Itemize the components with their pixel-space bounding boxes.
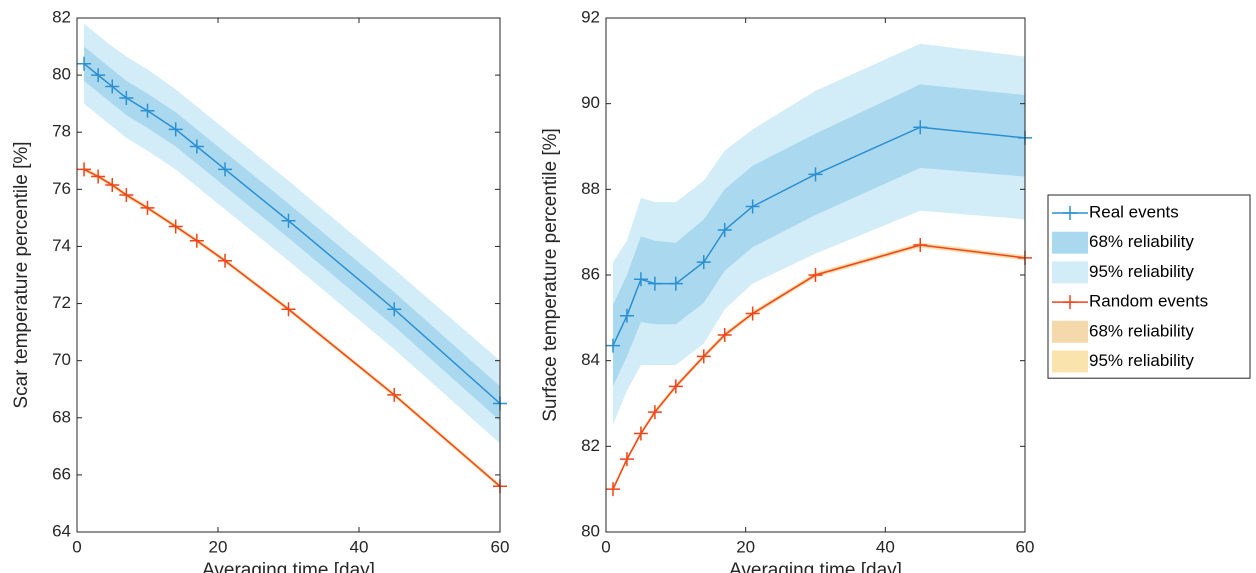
y-tick-label: 78 [52,122,71,141]
point-marker [619,452,634,467]
y-tick-label: 88 [581,179,600,198]
legend-label: 68% reliability [1089,321,1194,340]
point-marker [808,167,823,182]
point-marker [387,387,402,402]
point-marker [696,349,711,364]
point-marker [189,139,204,154]
point-marker [77,56,92,71]
y-tick-label: 66 [52,464,71,483]
point-marker [168,219,183,234]
axes: 64 66 68 70 72 74 76 78 80 82 0 20 40 60 Averaging tim… [11,7,509,573]
reliability-band [612,84,1025,387]
point-marker [77,162,92,177]
point-marker [281,213,296,228]
point-marker [696,255,711,270]
point-marker [189,233,204,248]
axes: 80 82 84 86 88 90 92 0 20 40 60 Averaging time [day… [540,7,1034,573]
y-tick-label: 76 [52,179,71,198]
y-tick-label: 80 [581,521,600,540]
point-marker [668,276,683,291]
x-tick-label: 20 [209,537,228,556]
point-marker [668,379,683,394]
legend: Real events 68% reliability 95% reliabilit… [1047,194,1251,379]
point-marker [119,188,134,203]
y-tick-label: 70 [52,350,71,369]
y-axis-label: Surface temperature percentile [%] [540,128,561,422]
point-marker [168,122,183,137]
x-tick-label: 40 [350,537,369,556]
legend-marker [1063,295,1077,310]
point-marker [218,253,233,268]
x-tick-label: 20 [736,537,755,556]
point-marker [605,338,620,353]
point-marker [913,238,928,253]
y-tick-label: 64 [52,521,71,540]
point-marker [218,162,233,177]
x-axis-label: Averaging time [day] [729,560,902,573]
y-tick-label: 72 [52,293,71,312]
legend-label: Random events [1089,292,1208,311]
y-tick-label: 84 [581,350,600,369]
point-marker [633,426,648,441]
x-axis-label: Averaging time [day] [202,560,375,573]
point-marker [717,327,732,342]
y-tick-label: 80 [52,65,71,84]
legend-patch [1052,350,1088,373]
point-marker [605,482,620,497]
point-marker [281,302,296,317]
y-tick-label: 90 [581,93,600,112]
legend-label: 95% reliability [1089,351,1194,370]
axes-box [76,17,501,533]
legend-box [1047,194,1251,379]
point-marker [105,79,120,94]
point-marker [91,68,106,83]
x-tick-label: 0 [72,537,81,556]
x-tick-label: 0 [601,537,610,556]
legend-label: 95% reliability [1089,262,1194,281]
y-tick-label: 82 [581,436,600,455]
point-marker [913,120,928,135]
point-marker [745,306,760,321]
legend-patch [1052,231,1088,254]
x-tick-label: 60 [1016,537,1035,556]
point-marker [140,200,155,215]
legend-label: 68% reliability [1089,232,1194,251]
x-tick-label: 40 [876,537,895,556]
x-tick-label: 60 [491,537,510,556]
legend-marker [1063,206,1077,220]
point-marker [387,302,402,317]
reliability-band [612,242,1025,492]
point-marker [717,223,732,238]
legend-patch [1052,261,1088,284]
legend-label: Real events [1089,202,1179,221]
y-tick-label: 92 [581,7,600,26]
y-tick-label: 86 [581,264,600,283]
point-marker [619,308,634,323]
point-marker [745,199,760,214]
y-tick-label: 68 [52,407,71,426]
y-axis-label: Scar temperature percentile [%] [11,141,32,408]
y-tick-label: 82 [52,7,71,26]
point-marker [91,169,106,184]
legend-patch [1052,320,1088,343]
point-marker [105,178,120,193]
y-tick-label: 74 [52,236,71,255]
point-marker [140,103,155,118]
point-marker [808,268,823,282]
point-marker [119,90,134,105]
point-marker [647,405,662,420]
point-marker [633,272,648,287]
point-marker [647,276,662,291]
